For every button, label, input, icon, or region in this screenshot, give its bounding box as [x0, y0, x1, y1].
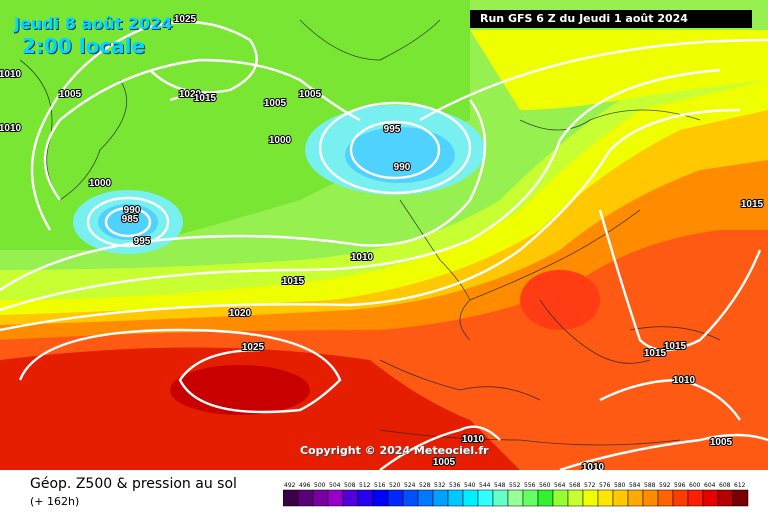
color-scale: 492 496 500 504 508 512 516 520 524 528 532 536 540 5… — [283, 482, 749, 507]
scale-swatch — [522, 489, 539, 507]
pressure-label-p1010-d: 1010 — [673, 375, 696, 386]
scale-value-label: 580 — [614, 482, 626, 489]
pressure-label-p1025-az: 1025 — [242, 342, 265, 353]
scale-swatch — [657, 489, 674, 507]
scale-swatch — [687, 489, 704, 507]
copyright-notice: Copyright © 2024 Meteociel.fr — [300, 444, 489, 457]
scale-swatch — [627, 489, 644, 507]
scale-value-label: 536 — [449, 482, 461, 489]
scale-swatch — [672, 489, 689, 507]
scale-swatch — [357, 489, 374, 507]
scale-value-label: 592 — [659, 482, 671, 489]
scale-swatch — [567, 489, 584, 507]
pressure-label-p1015-a: 1015 — [194, 93, 217, 104]
scale-swatch — [642, 489, 659, 507]
scale-swatch — [372, 489, 389, 507]
scale-value-label: 516 — [374, 482, 386, 489]
pressure-label-p1010-f: 1010 — [582, 462, 605, 470]
scale-value-label: 596 — [674, 482, 686, 489]
scale-value-label: 564 — [554, 482, 566, 489]
pressure-label-p1005-d: 1005 — [433, 457, 456, 468]
scale-value-label: 568 — [569, 482, 581, 489]
scale-swatch — [417, 489, 434, 507]
pressure-label-p1025-top: 1025 — [174, 14, 197, 25]
pressure-label-p1020-a: 1020 — [179, 89, 202, 100]
scale-value-label: 604 — [704, 482, 716, 489]
pressure-label-p1015-d: 1015 — [664, 341, 687, 352]
pressure-label-p1010-e: 1010 — [462, 434, 485, 445]
pressure-label-p1015-e: 1015 — [644, 348, 667, 359]
scale-value-label: 608 — [719, 482, 731, 489]
scale-value-label: 612 — [734, 482, 746, 489]
pressure-label-p1005-a: 1005 — [59, 89, 82, 100]
scale-swatch — [582, 489, 599, 507]
legend-title: Géop. Z500 & pression au sol — [30, 476, 237, 492]
scale-value-label: 584 — [629, 482, 641, 489]
scale-value-label: 600 — [689, 482, 701, 489]
scale-value-label: 548 — [494, 482, 506, 489]
pressure-label-p1010-c: 1010 — [351, 252, 374, 263]
scale-value-label: 528 — [419, 482, 431, 489]
scale-value-label: 588 — [644, 482, 656, 489]
scale-value-label: 524 — [404, 482, 416, 489]
pressure-label-p1010-left1: 1010 — [0, 69, 22, 80]
scale-swatch — [312, 489, 329, 507]
pressure-label-p1015-b: 1015 — [282, 276, 305, 287]
scale-swatch — [447, 489, 464, 507]
scale-swatch — [402, 489, 419, 507]
forecast-date: Jeudi 8 août 2024 — [14, 14, 173, 33]
pressure-label-p1005-c: 1005 — [299, 89, 322, 100]
scale-swatch — [283, 489, 299, 507]
pressure-label-p985: 985 — [122, 214, 139, 225]
model-run-info: Run GFS 6 Z du Jeudi 1 août 2024 — [470, 10, 752, 28]
pressure-label-p990-a: 990 — [394, 162, 411, 173]
scale-value-label: 496 — [299, 482, 311, 489]
scale-swatch — [327, 489, 344, 507]
pressure-label-p1010-left2: 1010 — [0, 123, 22, 134]
scale-value-label: 520 — [389, 482, 401, 489]
scale-value-label: 500 — [314, 482, 326, 489]
scale-swatch — [492, 489, 509, 507]
scale-value-label: 492 — [284, 482, 296, 489]
pressure-label-p1005-e: 1005 — [710, 437, 733, 448]
forecast-local-time: 2:00 locale — [22, 34, 146, 58]
scale-value-label: 532 — [434, 482, 446, 489]
scale-swatch — [732, 489, 749, 507]
pressure-label-p1020-b: 1020 — [229, 308, 252, 319]
scale-value-label: 508 — [344, 482, 356, 489]
scale-value-label: 512 — [359, 482, 371, 489]
scale-swatch — [717, 489, 734, 507]
scale-swatch — [702, 489, 719, 507]
scale-value-label: 576 — [599, 482, 611, 489]
scale-swatch — [597, 489, 614, 507]
pressure-label-p1000-b: 1000 — [89, 178, 112, 189]
scale-swatch — [342, 489, 359, 507]
pressure-label-p990-b: 990 — [124, 205, 141, 216]
pressure-label-p1000-a: 1000 — [269, 135, 292, 146]
forecast-lead-time: (+ 162h) — [30, 495, 80, 508]
pressure-label-p1005-b: 1005 — [264, 98, 287, 109]
pressure-label-p995-b: 995 — [134, 236, 151, 247]
scale-swatch — [477, 489, 494, 507]
scale-value-label: 504 — [329, 482, 341, 489]
scale-swatch — [432, 489, 449, 507]
scale-swatch — [552, 489, 569, 507]
scale-value-label: 556 — [524, 482, 536, 489]
scale-swatch — [462, 489, 479, 507]
pressure-label-p1015-c: 1015 — [741, 199, 764, 210]
pressure-label-p995-a: 995 — [384, 124, 401, 135]
scale-value-label: 544 — [479, 482, 491, 489]
scale-value-label: 540 — [464, 482, 476, 489]
scale-swatch — [537, 489, 554, 507]
scale-swatch — [507, 489, 524, 507]
scale-value-label: 572 — [584, 482, 596, 489]
scale-swatch — [612, 489, 629, 507]
scale-value-label: 560 — [539, 482, 551, 489]
scale-swatch — [387, 489, 404, 507]
legend-bar: Géop. Z500 & pression au sol (+ 162h) 49… — [0, 470, 768, 512]
scale-swatch — [297, 489, 314, 507]
scale-value-label: 552 — [509, 482, 521, 489]
